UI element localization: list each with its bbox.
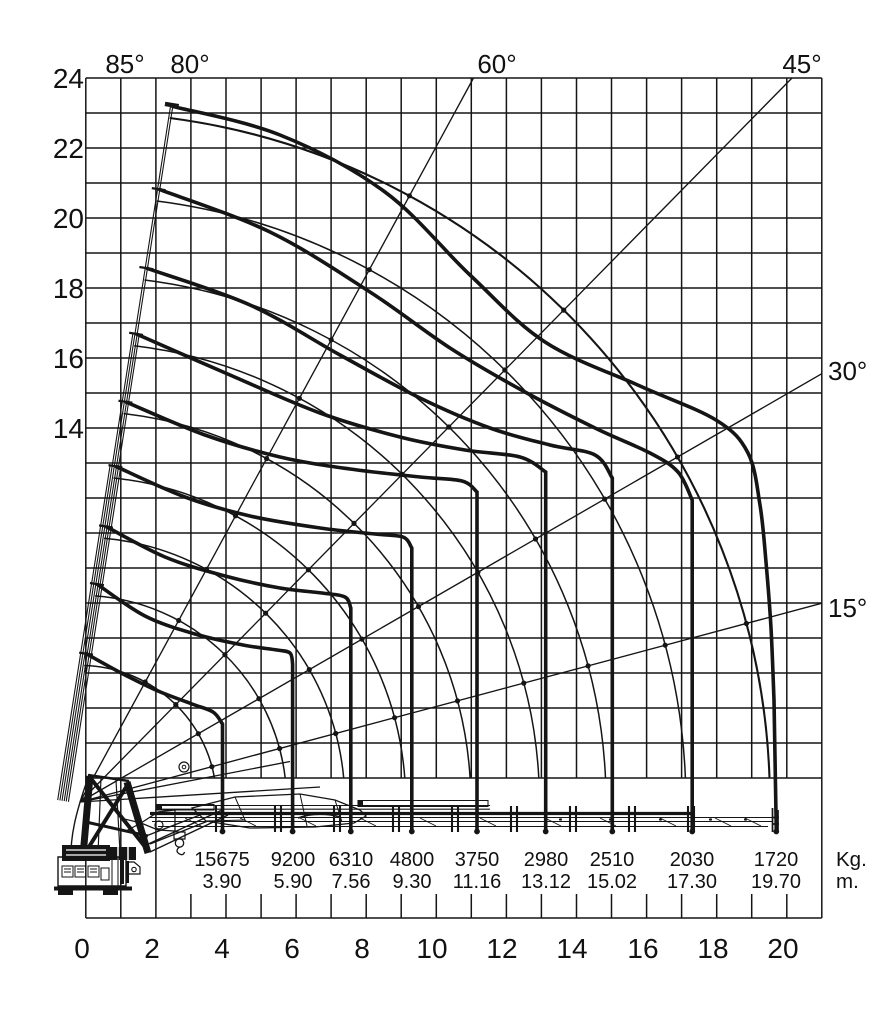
svg-text:13.12: 13.12 (521, 871, 571, 893)
svg-text:4800: 4800 (390, 849, 435, 871)
svg-text:9200: 9200 (271, 849, 316, 871)
svg-text:16: 16 (627, 933, 658, 964)
svg-text:15.02: 15.02 (587, 871, 637, 893)
svg-text:7.56: 7.56 (332, 871, 371, 893)
svg-text:18: 18 (697, 933, 728, 964)
svg-text:2510: 2510 (590, 849, 635, 871)
svg-text:8: 8 (354, 933, 370, 964)
svg-text:22: 22 (53, 133, 84, 164)
svg-text:20: 20 (767, 933, 798, 964)
svg-text:2: 2 (144, 933, 160, 964)
svg-text:Kg.: Kg. (836, 848, 867, 871)
svg-text:10: 10 (416, 933, 447, 964)
svg-text:14: 14 (556, 933, 587, 964)
svg-text:15°: 15° (828, 593, 867, 623)
svg-text:3750: 3750 (455, 849, 500, 871)
svg-text:85°: 85° (105, 49, 144, 79)
svg-text:19.70: 19.70 (751, 871, 801, 893)
svg-text:14: 14 (53, 413, 84, 444)
svg-text:17.30: 17.30 (667, 871, 717, 893)
svg-text:20: 20 (53, 203, 84, 234)
svg-text:6310: 6310 (329, 849, 374, 871)
svg-text:15675: 15675 (194, 849, 250, 871)
svg-text:18: 18 (53, 273, 84, 304)
svg-text:2030: 2030 (670, 849, 715, 871)
svg-text:3.90: 3.90 (203, 871, 242, 893)
svg-text:2980: 2980 (524, 849, 569, 871)
svg-text:45°: 45° (782, 49, 821, 79)
svg-text:1720: 1720 (754, 849, 799, 871)
svg-text:m.: m. (836, 870, 859, 893)
svg-text:30°: 30° (828, 356, 867, 386)
svg-text:9.30: 9.30 (393, 871, 432, 893)
svg-text:11.16: 11.16 (453, 871, 502, 893)
svg-text:0: 0 (74, 933, 90, 964)
svg-text:4: 4 (214, 933, 230, 964)
svg-text:6: 6 (284, 933, 300, 964)
svg-text:12: 12 (486, 933, 517, 964)
svg-text:16: 16 (53, 343, 84, 374)
svg-text:24: 24 (53, 63, 84, 94)
svg-text:60°: 60° (477, 49, 516, 79)
svg-text:80°: 80° (170, 49, 209, 79)
svg-text:5.90: 5.90 (274, 871, 313, 893)
